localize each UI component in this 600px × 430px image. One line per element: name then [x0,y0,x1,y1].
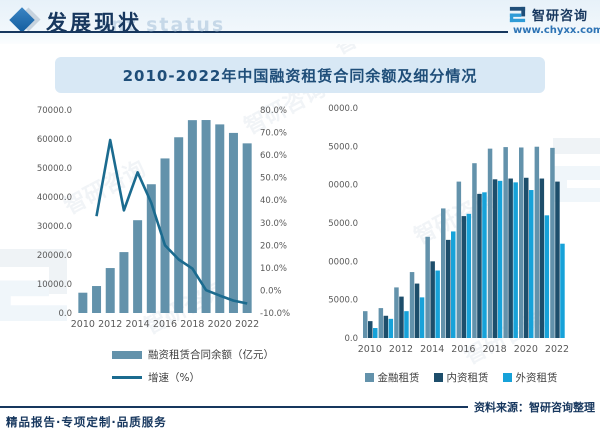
svg-text:20000.0: 20000.0 [328,181,358,191]
svg-text:2012: 2012 [389,344,413,355]
svg-text:20000.0: 20000.0 [37,251,72,261]
svg-text:2016: 2016 [451,344,475,355]
svg-text:2020: 2020 [208,319,232,330]
right-chart-legend: 金融租赁 内资租赁 外资租赁 [328,370,594,385]
header-divider [0,31,508,33]
chart-title-banner: 2010-2022年中国融资租赁合同余额及细分情况 [55,57,545,93]
brand-logo-row: 智研咨询 [508,5,588,24]
svg-text:50000.0: 50000.0 [37,164,72,174]
svg-text:2022: 2022 [235,319,259,330]
svg-text:80.0%: 80.0% [260,106,287,116]
legend-label: 金融租赁 [377,372,420,384]
brand-name: 智研咨询 [532,9,589,24]
page-title: 发展现状 [46,11,142,35]
bar-swatch-icon [112,350,142,359]
svg-text:30.0%: 30.0% [260,219,287,229]
svg-text:-10.0%: -10.0% [260,309,290,319]
left-chart-legend: 融资租赁合同余额（亿元） 增速（%） [112,347,274,385]
line-swatch-icon [112,376,142,379]
svg-text:2016: 2016 [153,319,177,330]
svg-text:2020: 2020 [514,344,538,355]
svg-text:2012: 2012 [98,319,122,330]
svg-text:2010: 2010 [71,319,95,330]
legend-item-foreign: 外资租赁 [502,370,558,385]
svg-text:30000.0: 30000.0 [37,222,72,232]
svg-text:15000.0: 15000.0 [328,219,358,229]
svg-text:0.0: 0.0 [344,334,358,344]
legend-item-financial: 金融租赁 [364,370,420,385]
header-band [0,0,600,44]
svg-text:25000.0: 25000.0 [328,142,358,152]
legend-item-growth: 增速（%） [112,370,274,385]
svg-text:2018: 2018 [180,319,204,330]
square-swatch-icon [433,373,443,382]
svg-text:10000.0: 10000.0 [328,257,358,267]
zhiyan-logo-icon [509,6,526,23]
svg-text:70000.0: 70000.0 [37,106,72,116]
svg-text:20.0%: 20.0% [260,241,287,251]
brand-website: www.chyxx.com [513,25,600,36]
svg-text:70.0%: 70.0% [260,129,287,139]
footer-tagline: 精品报告·专项定制·品质服务 [6,415,167,429]
svg-text:0.0: 0.0 [58,309,72,319]
svg-text:40000.0: 40000.0 [37,193,72,203]
svg-text:5000.0: 5000.0 [328,296,358,306]
svg-text:10.0%: 10.0% [260,264,287,274]
legend-label: 融资租赁合同余额（亿元） [148,349,274,361]
svg-text:0.0%: 0.0% [260,286,282,296]
svg-text:60.0%: 60.0% [260,151,287,161]
legend-label: 增速（%） [148,372,200,384]
square-swatch-icon [364,373,374,382]
square-swatch-icon [502,373,512,382]
svg-text:10000.0: 10000.0 [37,280,72,290]
svg-text:2014: 2014 [420,344,444,355]
svg-text:60000.0: 60000.0 [37,135,72,145]
footer-divider [0,406,468,408]
right-chart-canvas: 0.0 5000.0 10000.0 15000.0 20000.0 25000.0 300… [328,104,569,355]
svg-text:30000.0: 30000.0 [328,104,358,114]
header-english-watermark: ent status [96,14,226,36]
legend-label: 外资租赁 [515,372,558,384]
svg-text:2022: 2022 [545,344,569,355]
legend-item-domestic: 内资租赁 [433,370,489,385]
source-note: 资料来源：智研咨询整理 [474,401,595,414]
legend-item-balance: 融资租赁合同余额（亿元） [112,347,274,362]
svg-text:50.0%: 50.0% [260,174,287,184]
svg-text:2010: 2010 [358,344,382,355]
svg-text:2014: 2014 [126,319,150,330]
left-chart-canvas: 0.0 10000.0 20000.0 30000.0 40000.0 50000.0 60… [37,106,290,330]
legend-label: 内资租赁 [446,372,489,384]
svg-text:2018: 2018 [483,344,507,355]
chart-title: 2010-2022年中国融资租赁合同余额及细分情况 [122,66,478,85]
svg-text:40.0%: 40.0% [260,196,287,206]
